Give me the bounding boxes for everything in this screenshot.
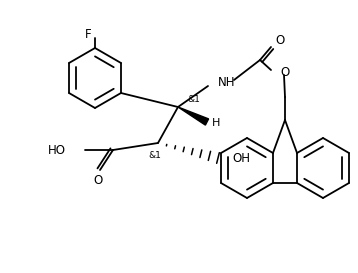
- Text: OH: OH: [232, 153, 250, 165]
- Text: O: O: [93, 174, 103, 186]
- Text: &1: &1: [149, 150, 161, 159]
- Text: &1: &1: [187, 94, 200, 103]
- Text: O: O: [275, 34, 285, 48]
- Text: NH: NH: [218, 76, 236, 88]
- Text: F: F: [85, 28, 91, 40]
- Text: H: H: [212, 118, 220, 128]
- Text: HO: HO: [48, 144, 66, 156]
- Text: O: O: [280, 66, 289, 79]
- Polygon shape: [178, 107, 209, 125]
